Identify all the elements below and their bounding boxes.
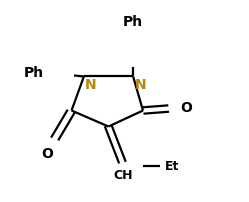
- Text: N: N: [85, 78, 97, 92]
- Text: Et: Et: [165, 159, 180, 172]
- Text: Ph: Ph: [23, 66, 44, 80]
- Text: CH: CH: [114, 168, 133, 181]
- Text: Ph: Ph: [123, 15, 143, 29]
- Text: N: N: [134, 78, 146, 92]
- Text: O: O: [180, 100, 192, 114]
- Text: O: O: [41, 146, 53, 160]
